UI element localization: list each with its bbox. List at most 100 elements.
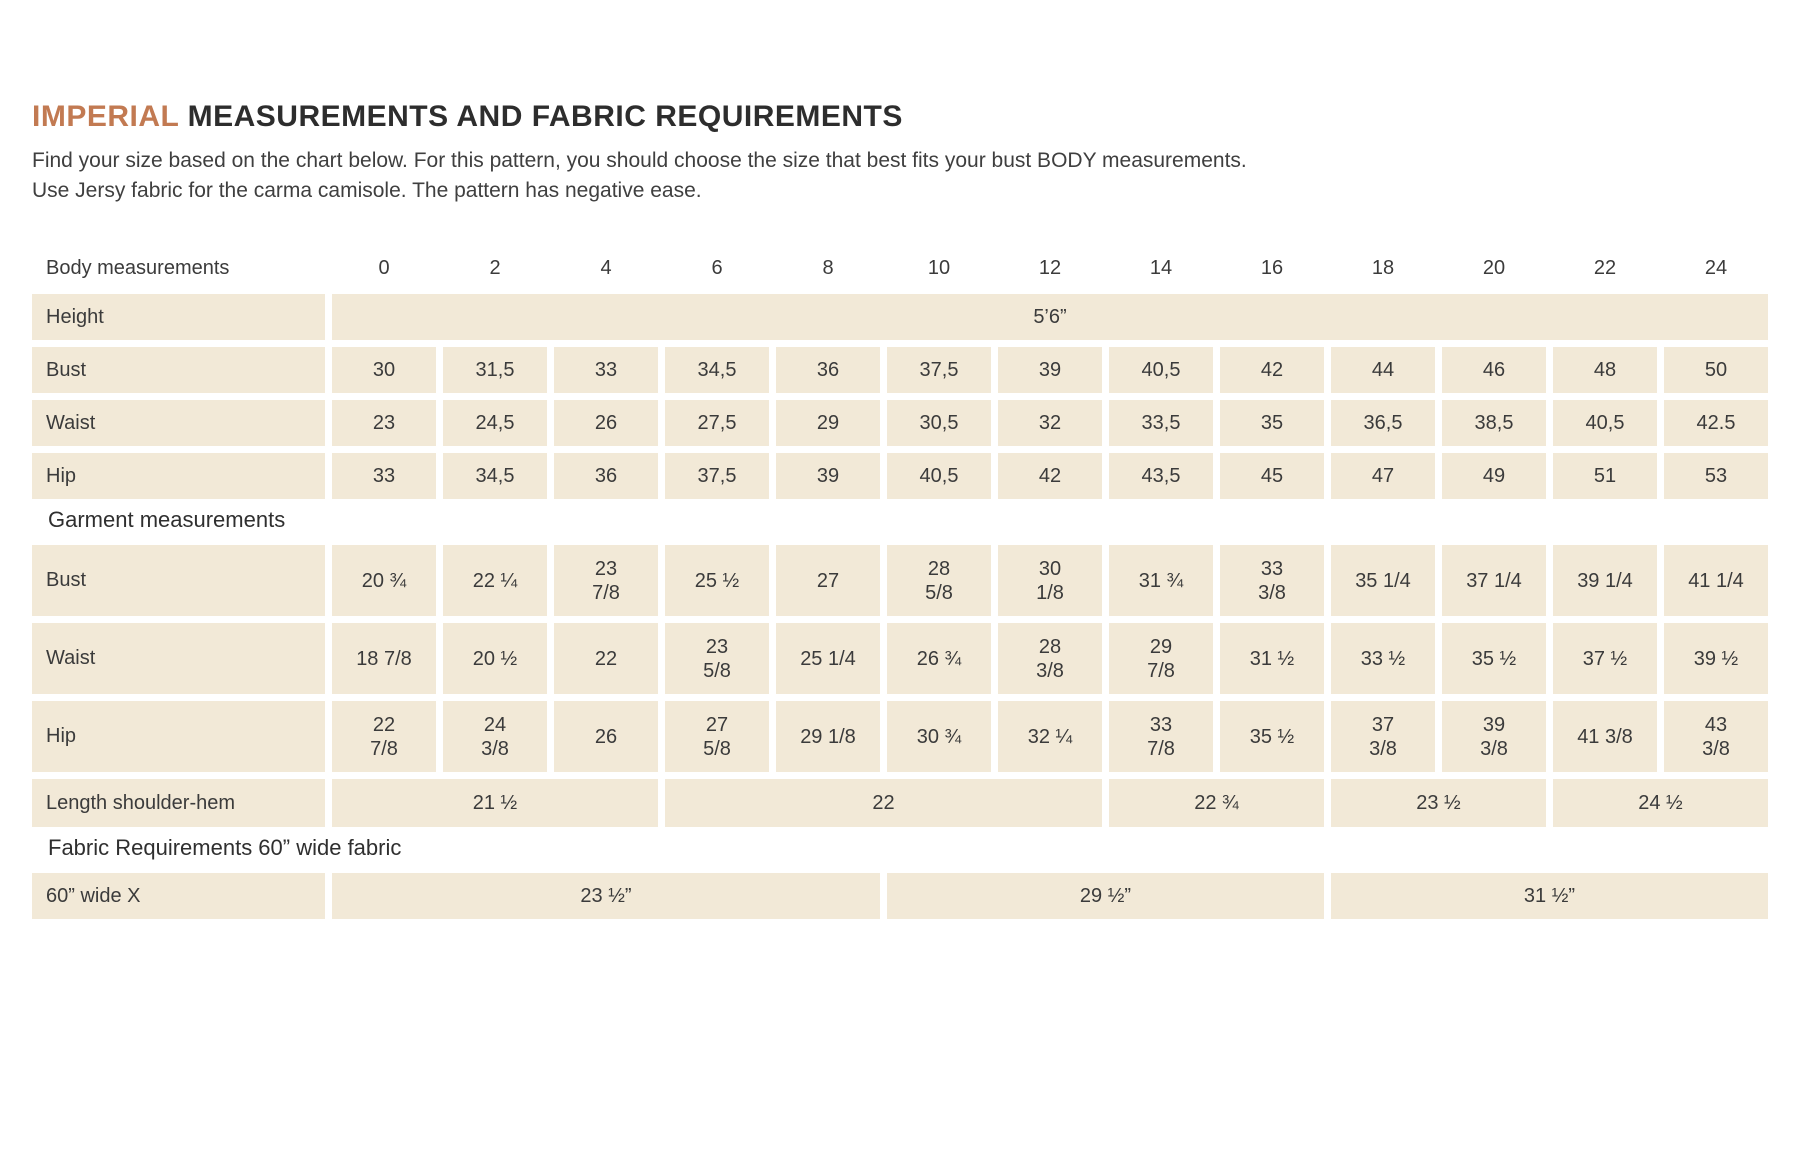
measurement-cell: 24,5	[443, 400, 547, 446]
garment-hip-row: Hip 22 7/8 24 3/8 26 27 5/8 29 1/8 30 ¾ …	[32, 701, 1770, 772]
measurement-cell: 39 1/4	[1553, 545, 1657, 616]
measurement-cell: 25 ½	[665, 545, 769, 616]
measurement-cell: 39 3/8	[1442, 701, 1546, 772]
measurement-cell: 41 3/8	[1553, 701, 1657, 772]
measurement-cell: 43,5	[1109, 453, 1213, 499]
size-header-cell: 14	[1149, 257, 1173, 279]
size-chart-document: IMPERIAL MEASUREMENTS AND FABRIC REQUIRE…	[32, 100, 1770, 919]
fabric-merged-cell: 23 ½”	[332, 873, 880, 919]
row-label: Waist	[32, 400, 325, 446]
measurement-cell: 41 1/4	[1664, 545, 1768, 616]
size-header-cell: 8	[822, 257, 834, 279]
measurement-cell: 37 1/4	[1442, 545, 1546, 616]
size-header-cell: 0	[378, 257, 390, 279]
measurement-cell: 39 ½	[1664, 623, 1768, 694]
measurement-cell: 30 ¾	[887, 701, 991, 772]
height-merged-cell: 5’6”	[332, 294, 1768, 340]
garment-waist-row: Waist 18 7/8 20 ½ 22 23 5/8 25 1/4 26 ¾ …	[32, 623, 1770, 694]
measurement-cell: 44	[1331, 347, 1435, 393]
measurement-cell: 51	[1553, 453, 1657, 499]
measurement-cell: 40,5	[1553, 400, 1657, 446]
measurement-cell: 28 5/8	[887, 545, 991, 616]
length-merged-cell: 22 ¾	[1109, 779, 1324, 827]
fabric-merged-cell: 29 ½”	[887, 873, 1324, 919]
row-label: Waist	[32, 623, 325, 694]
row-label: Height	[32, 294, 325, 340]
measurement-cell: 27	[776, 545, 880, 616]
size-header-cell: 10	[927, 257, 951, 279]
measurement-cell: 32 ¼	[998, 701, 1102, 772]
body-bust-row: Bust 30 31,5 33 34,5 36 37,5 39 40,5 42 …	[32, 347, 1770, 393]
measurement-cell: 24 3/8	[443, 701, 547, 772]
measurement-cell: 35 1/4	[1331, 545, 1435, 616]
measurement-cell: 50	[1664, 347, 1768, 393]
measurement-cell: 40,5	[887, 453, 991, 499]
row-label: Hip	[32, 701, 325, 772]
row-label: Bust	[32, 545, 325, 616]
measurement-cell: 42.5	[1664, 400, 1768, 446]
size-header-cell: 16	[1260, 257, 1284, 279]
row-label: Length shoulder-hem	[32, 779, 325, 827]
measurement-cell: 45	[1220, 453, 1324, 499]
measurement-cell: 33 ½	[1331, 623, 1435, 694]
measurement-cell: 34,5	[443, 453, 547, 499]
size-header-cell: 12	[1038, 257, 1062, 279]
length-row: Length shoulder-hem 21 ½ 22 22 ¾ 23 ½ 24…	[32, 779, 1770, 827]
row-label: 60” wide X	[32, 873, 325, 919]
measurement-cell: 26	[554, 701, 658, 772]
length-merged-cell: 22	[665, 779, 1102, 827]
measurement-cell: 36,5	[1331, 400, 1435, 446]
measurement-cell: 48	[1553, 347, 1657, 393]
measurement-cell: 33,5	[1109, 400, 1213, 446]
title-rest: MEASUREMENTS AND FABRIC REQUIREMENTS	[178, 100, 903, 133]
row-label: Hip	[32, 453, 325, 499]
intro-line-1: Find your size based on the chart below.…	[32, 149, 1247, 172]
row-label: Bust	[32, 347, 325, 393]
section-title-fabric: Fabric Requirements 60” wide fabric	[48, 835, 402, 860]
size-header-cell: 4	[600, 257, 612, 279]
body-waist-row: Waist 23 24,5 26 27,5 29 30,5 32 33,5 35…	[32, 400, 1770, 446]
measurement-cell: 35 ½	[1442, 623, 1546, 694]
size-header-cell: 22	[1593, 257, 1617, 279]
measurement-table: Body measurements 0 2 4 6 8 10 12 14 16 …	[32, 252, 1770, 919]
measurement-cell: 25 1/4	[776, 623, 880, 694]
measurement-cell: 26 ¾	[887, 623, 991, 694]
measurement-cell: 26	[554, 400, 658, 446]
section-title-garment: Garment measurements	[48, 507, 286, 532]
measurement-cell: 20 ¾	[332, 545, 436, 616]
measurement-cell: 18 7/8	[332, 623, 436, 694]
measurement-cell: 27 5/8	[665, 701, 769, 772]
measurement-cell: 49	[1442, 453, 1546, 499]
measurement-cell: 39	[998, 347, 1102, 393]
measurement-cell: 30,5	[887, 400, 991, 446]
measurement-cell: 47	[1331, 453, 1435, 499]
measurement-cell: 31,5	[443, 347, 547, 393]
size-header-cell: 6	[711, 257, 723, 279]
measurement-cell: 42	[998, 453, 1102, 499]
measurement-cell: 33 3/8	[1220, 545, 1324, 616]
measurement-cell: 37,5	[887, 347, 991, 393]
measurement-cell: 32	[998, 400, 1102, 446]
measurement-cell: 27,5	[665, 400, 769, 446]
measurement-cell: 38,5	[1442, 400, 1546, 446]
measurement-cell: 42	[1220, 347, 1324, 393]
measurement-cell: 28 3/8	[998, 623, 1102, 694]
size-header-cell: 2	[489, 257, 501, 279]
measurement-cell: 34,5	[665, 347, 769, 393]
length-merged-cell: 24 ½	[1553, 779, 1768, 827]
size-header-cell: 18	[1371, 257, 1395, 279]
size-header-cell: 20	[1482, 257, 1506, 279]
measurement-cell: 39	[776, 453, 880, 499]
measurement-cell: 36	[776, 347, 880, 393]
header-row: Body measurements 0 2 4 6 8 10 12 14 16 …	[32, 252, 1770, 284]
measurement-cell: 33 7/8	[1109, 701, 1213, 772]
measurement-cell: 29	[776, 400, 880, 446]
intro-line-2: Use Jersy fabric for the carma camisole.…	[32, 179, 702, 202]
header-label: Body measurements	[46, 256, 230, 279]
measurement-cell: 23 5/8	[665, 623, 769, 694]
measurement-cell: 23 7/8	[554, 545, 658, 616]
measurement-cell: 36	[554, 453, 658, 499]
height-row: Height 5’6”	[32, 294, 1770, 340]
measurement-cell: 37 3/8	[1331, 701, 1435, 772]
garment-bust-row: Bust 20 ¾ 22 ¼ 23 7/8 25 ½ 27 28 5/8 30 …	[32, 545, 1770, 616]
